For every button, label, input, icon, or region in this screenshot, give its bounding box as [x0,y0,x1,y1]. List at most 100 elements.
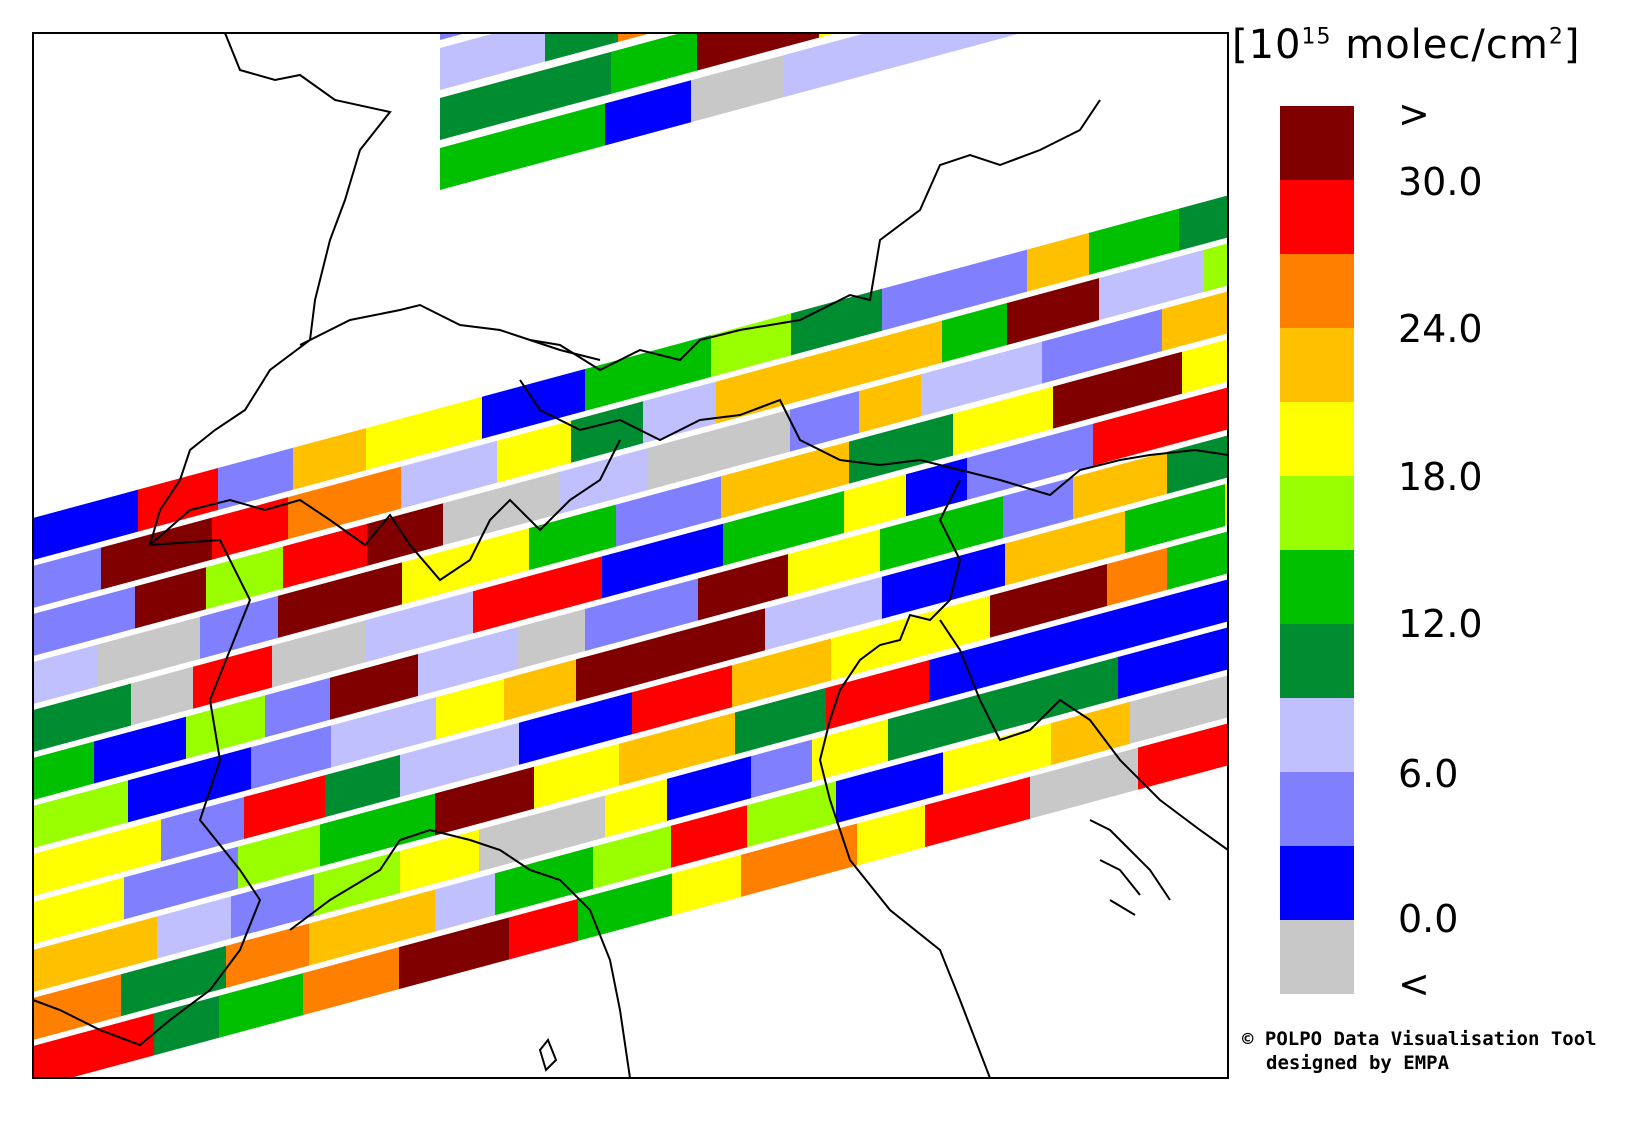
swath-pixel [330,654,418,720]
swath-pixel [921,341,1042,417]
swath-pixel [399,917,509,990]
border-austria-italy [519,379,1228,497]
swath-pixel [244,775,325,840]
swath-pixel [671,805,747,868]
swath-pixel [576,636,659,702]
swath-pixel [616,476,721,547]
swath-pixel [157,896,231,959]
swath-pixel [741,823,857,897]
swath-pixel [226,923,309,988]
coastline-istria [939,619,1228,851]
swath-pixel [435,873,495,932]
border-italy-france [149,538,262,1021]
swath-pixel [331,697,436,768]
swath-pixel [479,795,605,872]
swath-pixel [1201,627,1228,677]
swath-pixel [303,947,399,1016]
swath-pixel [723,491,844,566]
swath-pixel [659,608,765,679]
color-scale-bin [1280,476,1354,550]
swath-pixel [747,781,836,848]
swath-pixel [819,33,837,38]
swath-pixel [400,722,519,797]
swath-pixel [1042,309,1162,384]
swath-pixel [619,712,735,786]
swath-pixel [1093,393,1204,466]
color-scale-bin [1280,328,1354,402]
swath-pixel [826,660,929,730]
swath-pixel [1027,232,1089,292]
swath-pixel [33,916,157,992]
color-scale-bin [1280,698,1354,772]
swath-pixel [206,546,283,610]
color-scale [1280,106,1354,994]
border-italy-slovenia [829,479,962,721]
swath-pixel [1073,451,1167,520]
swath-pixel [135,567,206,629]
unit-label: [1015 molec/cm2] [1232,22,1581,68]
swath-pixel [440,120,541,190]
swath-pixel [959,249,1027,310]
swath-pixel [790,390,859,452]
legend-label-24: 24.0 [1398,307,1483,351]
swath-pixel [703,0,785,19]
swath-pixel [1204,387,1228,436]
swath-pixel [585,334,711,411]
swath-pixel [131,666,193,726]
swath-pixel [436,678,504,740]
swath-pixel [124,846,238,920]
swath-pixel [882,543,1005,619]
color-scale-bin [1280,402,1354,476]
swath-pixel [33,877,124,944]
border-austria-north [529,99,1101,372]
coastline-adriatic [818,719,991,1078]
swath-pixel [716,349,834,424]
swath-pixel [929,629,1044,703]
coastline-ligurian-west [33,999,171,1047]
swath-pixel [880,496,1003,572]
swath-pixel [1007,278,1099,346]
swath-pixel [888,689,999,762]
swath-pixel [1005,511,1125,586]
swath-pixel [990,564,1107,638]
color-scale-bin [1280,772,1354,846]
swath-pixel [691,55,784,123]
swath-pixel [283,523,367,589]
legend-label-30: 30.0 [1398,160,1483,204]
swath-pixel [698,554,788,621]
swath-pixel [366,396,482,471]
swath-pixel [906,595,990,661]
swath-pixel [325,754,400,818]
swath-pixel [585,578,698,651]
swath-pixel [751,739,812,799]
swath-pixel [602,523,723,599]
swath-pixel [435,766,534,836]
border-swiss-north [299,303,601,361]
color-scale-bin [1280,550,1354,624]
border-swiss-south [149,439,621,582]
swath-pixel [1167,531,1228,590]
swath-pixel [161,797,244,862]
swath-pixel [529,504,616,571]
swath-pixel [366,591,473,663]
swath-pixel [714,409,790,473]
swath-pixel [1158,579,1228,641]
swath-pixel [1089,208,1179,275]
swath-pixel [844,474,906,534]
swath-pixel [605,778,667,838]
swath-pixel [834,320,942,392]
swath-pixel [732,638,831,708]
swath-pixel [1133,0,1222,3]
swath-pixel [541,103,605,163]
swath-pixel [836,752,943,824]
legend-label-12: 12.0 [1398,602,1483,646]
swath-pixel [272,620,366,688]
swath-pixel [511,0,623,21]
satellite-swaths [33,0,1228,1078]
swath-pixel [765,576,882,651]
swath-pixel [618,33,652,42]
coastline-corsica [538,1038,558,1072]
swath-pixel [154,995,219,1056]
swath-pixel [278,562,402,638]
swath-pixel [784,33,911,98]
